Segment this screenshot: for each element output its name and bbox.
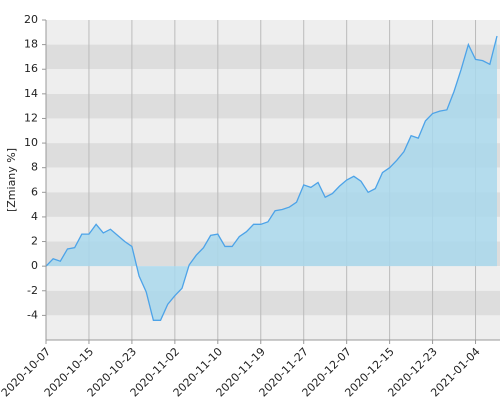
y-tick-label: 18 bbox=[24, 38, 38, 51]
y-tick-label: 8 bbox=[31, 161, 38, 174]
y-tick-label: 4 bbox=[31, 210, 38, 223]
y-tick-label: 20 bbox=[24, 13, 38, 26]
y-axis-label: [Zmiany %] bbox=[5, 148, 18, 212]
band bbox=[46, 266, 500, 291]
band bbox=[46, 290, 500, 316]
y-tick-label: 14 bbox=[24, 87, 38, 100]
y-tick-label: 10 bbox=[24, 136, 38, 149]
y-tick-label: 6 bbox=[31, 185, 38, 198]
y-tick-label: 16 bbox=[24, 62, 38, 75]
y-tick-label: -4 bbox=[27, 308, 38, 321]
band bbox=[46, 315, 500, 340]
band bbox=[46, 69, 500, 94]
band bbox=[46, 44, 500, 70]
y-tick-label: -2 bbox=[27, 284, 38, 297]
y-tick-label: 0 bbox=[31, 259, 38, 272]
line bbox=[45, 35, 498, 321]
y-tick-label: 12 bbox=[24, 111, 38, 124]
area bbox=[46, 36, 497, 321]
band bbox=[46, 93, 500, 119]
band bbox=[46, 20, 500, 45]
y-tick-label: 2 bbox=[31, 235, 38, 248]
